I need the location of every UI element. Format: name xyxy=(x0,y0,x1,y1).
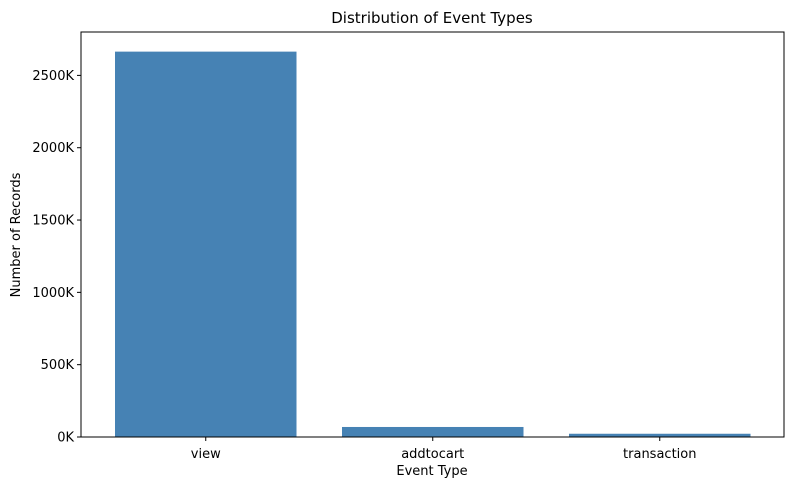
x-tick-label-transaction: transaction xyxy=(623,447,696,462)
bar-addtocart xyxy=(342,426,524,437)
bar-transaction xyxy=(569,433,751,437)
y-tick-label: 500K xyxy=(41,358,75,373)
x-tick-label-addtocart: addtocart xyxy=(401,447,464,462)
y-axis-label: Number of Records xyxy=(9,172,24,297)
y-tick-label: 2000K xyxy=(32,141,74,156)
y-tick-label: 2500K xyxy=(32,69,74,84)
x-tick-label-view: view xyxy=(191,447,221,462)
bars-group xyxy=(115,51,751,437)
y-tick-label: 1500K xyxy=(32,214,74,229)
y-tick-label: 0K xyxy=(57,431,74,446)
y-tick-label: 1000K xyxy=(32,286,74,301)
x-axis-ticks: view addtocart transaction xyxy=(191,437,696,462)
y-axis-ticks: 0K 500K 1000K 1500K 2000K 2500K xyxy=(32,69,81,446)
x-axis-label: Event Type xyxy=(396,464,467,479)
chart-title: Distribution of Event Types xyxy=(331,9,533,27)
bar-view xyxy=(115,51,297,437)
